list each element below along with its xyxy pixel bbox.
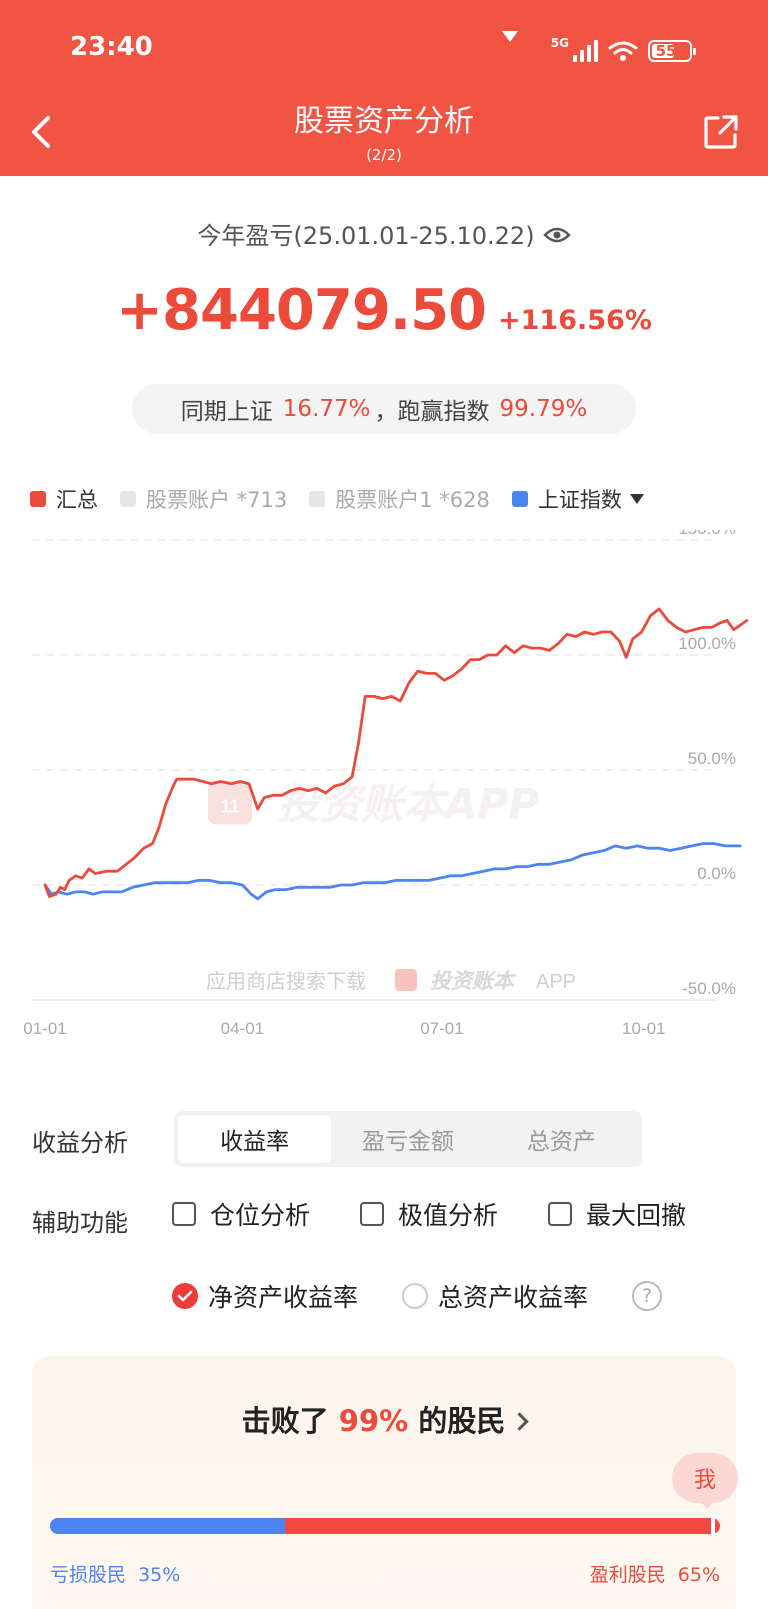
- y-tick-label: 150.0%: [678, 530, 736, 538]
- status-time: 23:40: [70, 32, 153, 62]
- me-marker-tail: [700, 1501, 714, 1509]
- profit-pct: +116.56%: [498, 305, 652, 336]
- legend-label: 股票账户1 *628: [335, 488, 490, 512]
- radio-label: 总资产收益率: [438, 1283, 589, 1312]
- period-label: 今年盈亏(25.01.01-25.10.22): [197, 222, 535, 250]
- profit-value: +844079.50: [116, 278, 487, 343]
- analysis-label: 收益分析: [32, 1129, 128, 1157]
- wifi-icon: [608, 41, 638, 61]
- gain-label-text: 盈利股民: [589, 1564, 666, 1586]
- beat-pct: 99%: [338, 1404, 409, 1438]
- net-asset-return-radio[interactable]: 净资产收益率: [172, 1278, 358, 1314]
- title-dropdown-icon[interactable]: [502, 31, 518, 42]
- compare-prefix: 同期上证: [180, 399, 273, 425]
- me-position-marker: [711, 1516, 716, 1536]
- tab-total-assets[interactable]: 总资产: [526, 1129, 596, 1155]
- outperform-pct: 99.79%: [499, 396, 588, 422]
- checkbox-icon: [172, 1202, 196, 1226]
- page-title[interactable]: 股票资产分析: [294, 104, 474, 139]
- compare-sep: ，跑赢指数: [374, 399, 490, 425]
- radio-checked-icon: [172, 1283, 198, 1309]
- app-header: 23:40 5G 55 股票资产分析 (2/2): [0, 0, 768, 176]
- aux-checks: 仓位分析 极值分析 最大回撤: [172, 1196, 686, 1232]
- max-drawdown-checkbox[interactable]: 最大回撤: [548, 1196, 686, 1232]
- footer-watermark-prefix: 应用商店搜索下载: [206, 969, 366, 993]
- legend-swatch: [30, 491, 46, 507]
- series-line: [43, 607, 749, 898]
- checkbox-icon: [548, 1202, 573, 1226]
- footer-watermark-logo-icon: [395, 969, 417, 991]
- profit-line: +844079.50 +116.56%: [0, 278, 768, 343]
- legend-label: 汇总: [56, 488, 98, 512]
- x-tick-label: 04-01: [221, 1019, 264, 1038]
- chevron-right-icon: [510, 1412, 530, 1431]
- checkbox-label: 最大回撤: [586, 1201, 687, 1230]
- chart-watermark: 投资账本APP: [277, 780, 539, 829]
- chart-legend: 汇总 股票账户 *713 股票账户1 *628 上证指数: [30, 484, 666, 514]
- share-icon[interactable]: [702, 113, 740, 151]
- loss-segment: [50, 1518, 285, 1534]
- series-line: [43, 842, 742, 901]
- period-line: 今年盈亏(25.01.01-25.10.22): [0, 216, 768, 251]
- legend-item-index[interactable]: 上证指数: [511, 484, 644, 514]
- gain-pct: 65%: [677, 1564, 720, 1586]
- gain-label: 盈利股民 65%: [590, 1560, 720, 1587]
- battery-icon: 55: [648, 40, 696, 62]
- legend-item-account-628[interactable]: 股票账户1 *628: [309, 484, 490, 514]
- signal-icon: [573, 40, 598, 62]
- me-marker-bubble: 我: [672, 1453, 738, 1503]
- legend-label: 股票账户 *713: [146, 488, 288, 512]
- analysis-tabs: 收益率 盈亏金额 总资产: [174, 1111, 642, 1167]
- y-tick-label: -50.0%: [682, 979, 736, 998]
- return-type-radios: 净资产收益率 总资产收益率 ?: [172, 1278, 663, 1314]
- rank-card: 击败了 99% 的股民 我 亏损股民 35% 盈利股民 65%: [32, 1356, 738, 1609]
- footer-watermark-suffix: APP: [536, 971, 576, 993]
- performance-chart[interactable]: 11投资账本APP150.0%100.0%50.0%0.0%-50.0%01-0…: [0, 530, 768, 1070]
- page-counter: (2/2): [366, 146, 402, 164]
- help-icon[interactable]: ?: [632, 1281, 663, 1311]
- legend-item-account-713[interactable]: 股票账户 *713: [120, 484, 287, 514]
- watermark-logo-text: 11: [220, 797, 239, 817]
- network-type: 5G: [550, 36, 569, 50]
- rank-title-prefix: 击败了: [241, 1404, 329, 1438]
- status-icons: 5G 55: [550, 36, 696, 62]
- index-pct: 16.77%: [282, 396, 371, 422]
- rank-title-suffix: 的股民: [418, 1404, 506, 1438]
- legend-label: 上证指数: [537, 488, 622, 512]
- x-tick-label: 07-01: [420, 1019, 463, 1038]
- loss-label: 亏损股民 35%: [50, 1560, 180, 1587]
- aux-label: 辅助功能: [32, 1209, 128, 1237]
- eye-icon[interactable]: [542, 223, 571, 247]
- loss-pct: 35%: [138, 1564, 181, 1586]
- tab-return-rate[interactable]: 收益率: [178, 1115, 332, 1163]
- tab-profit-amount[interactable]: 盈亏金额: [361, 1129, 454, 1155]
- extreme-analysis-checkbox[interactable]: 极值分析: [360, 1196, 498, 1232]
- back-button[interactable]: [22, 110, 62, 154]
- title-wrap[interactable]: 股票资产分析: [0, 96, 768, 140]
- total-asset-return-radio[interactable]: 总资产收益率: [402, 1278, 588, 1314]
- legend-swatch: [511, 491, 528, 507]
- radio-label: 净资产收益率: [208, 1283, 359, 1312]
- legend-swatch: [120, 491, 136, 507]
- position-analysis-checkbox[interactable]: 仓位分析: [172, 1196, 310, 1232]
- y-tick-label: 0.0%: [697, 864, 736, 883]
- legend-swatch: [309, 491, 326, 507]
- index-compare-pill: 同期上证 16.77% ，跑赢指数 99.79%: [132, 384, 636, 434]
- footer-watermark-brand: 投资账本: [430, 969, 517, 993]
- loss-label-text: 亏损股民: [50, 1564, 127, 1586]
- checkbox-label: 极值分析: [398, 1201, 499, 1230]
- battery-level: 55: [655, 42, 677, 60]
- index-dropdown-icon[interactable]: [629, 494, 644, 504]
- legend-item-total[interactable]: 汇总: [30, 484, 98, 514]
- checkbox-label: 仓位分析: [210, 1201, 311, 1230]
- rank-title[interactable]: 击败了 99% 的股民: [32, 1398, 736, 1440]
- rank-distribution-bar: [50, 1518, 720, 1534]
- radio-unchecked-icon: [402, 1283, 429, 1309]
- y-tick-label: 50.0%: [688, 749, 736, 768]
- watermark-logo-icon: [208, 780, 252, 825]
- checkbox-icon: [360, 1202, 385, 1226]
- y-tick-label: 100.0%: [678, 634, 736, 653]
- x-tick-label: 10-01: [622, 1019, 665, 1038]
- x-tick-label: 01-01: [23, 1019, 66, 1038]
